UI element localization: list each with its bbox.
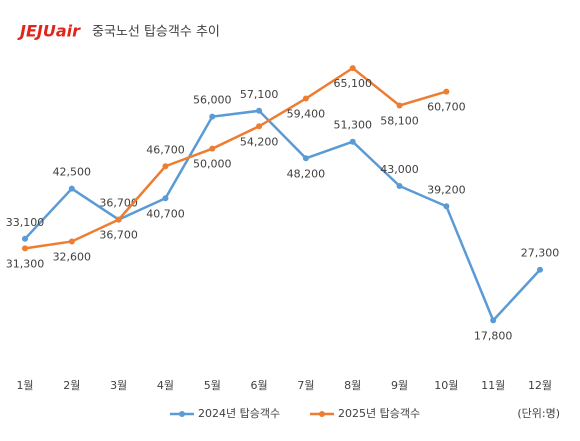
marker bbox=[256, 107, 263, 114]
data-label: 31,300 bbox=[6, 257, 45, 270]
data-label: 39,200 bbox=[427, 183, 466, 196]
marker bbox=[68, 238, 75, 245]
data-label: 59,400 bbox=[287, 108, 326, 121]
series-line bbox=[24, 66, 447, 250]
marker bbox=[349, 138, 356, 145]
marker bbox=[302, 155, 309, 162]
marker bbox=[537, 266, 543, 273]
marker bbox=[115, 216, 122, 223]
data-label: 46,700 bbox=[146, 143, 185, 156]
data-label: 40,700 bbox=[146, 207, 185, 220]
marker bbox=[396, 183, 403, 189]
x-tick-label: 7월 bbox=[297, 379, 314, 392]
data-label: 36,700 bbox=[99, 229, 138, 242]
data-label: 27,300 bbox=[521, 247, 560, 260]
series-line bbox=[24, 109, 541, 323]
logo: JEJUair bbox=[17, 22, 81, 41]
data-label: 56,000 bbox=[193, 94, 232, 107]
x-tick-label: 12월 bbox=[528, 379, 552, 392]
unit-note: (단위:명) bbox=[517, 407, 560, 420]
data-label: 51,300 bbox=[333, 119, 372, 132]
data-label: 57,100 bbox=[240, 88, 279, 101]
data-label: 50,000 bbox=[193, 158, 232, 171]
marker bbox=[443, 88, 450, 95]
data-label: 36,700 bbox=[99, 197, 138, 210]
data-label: 32,600 bbox=[53, 250, 92, 263]
marker bbox=[162, 195, 169, 202]
marker bbox=[209, 113, 216, 120]
marker bbox=[349, 65, 356, 72]
marker bbox=[443, 203, 450, 210]
data-label: 58,100 bbox=[380, 114, 419, 127]
x-tick-label: 1월 bbox=[16, 379, 33, 392]
data-label: 33,100 bbox=[6, 216, 45, 229]
marker bbox=[209, 145, 216, 152]
x-tick-label: 9월 bbox=[391, 379, 408, 392]
marker bbox=[396, 102, 403, 109]
x-tick-label: 4월 bbox=[157, 379, 174, 392]
x-tick-label: 5월 bbox=[204, 379, 221, 392]
marker bbox=[22, 245, 28, 252]
data-label: 43,000 bbox=[380, 163, 419, 176]
legend-label: 2025년 탑승객수 bbox=[338, 407, 420, 420]
marker bbox=[490, 317, 497, 324]
marker bbox=[68, 185, 75, 192]
x-tick-label: 3월 bbox=[110, 379, 127, 392]
x-tick-label: 6월 bbox=[251, 379, 268, 392]
data-label: 60,700 bbox=[427, 101, 466, 114]
x-tick-label: 8월 bbox=[344, 379, 361, 392]
data-label: 54,200 bbox=[240, 135, 279, 148]
data-label: 17,800 bbox=[474, 329, 513, 342]
x-tick-label: 2월 bbox=[63, 379, 80, 392]
legend-marker bbox=[319, 411, 325, 417]
marker bbox=[256, 123, 263, 130]
marker bbox=[22, 235, 28, 242]
marker bbox=[302, 95, 309, 102]
data-label: 42,500 bbox=[53, 166, 92, 179]
marker bbox=[162, 163, 169, 170]
legend-marker bbox=[179, 411, 185, 417]
legend-label: 2024년 탑승객수 bbox=[198, 407, 280, 420]
data-label: 48,200 bbox=[287, 167, 326, 180]
x-tick-label: 11월 bbox=[481, 379, 505, 392]
data-label: 65,100 bbox=[333, 77, 372, 90]
chart-title: 중국노선 탑승객수 추이 bbox=[92, 25, 220, 40]
x-tick-label: 10월 bbox=[434, 379, 458, 392]
